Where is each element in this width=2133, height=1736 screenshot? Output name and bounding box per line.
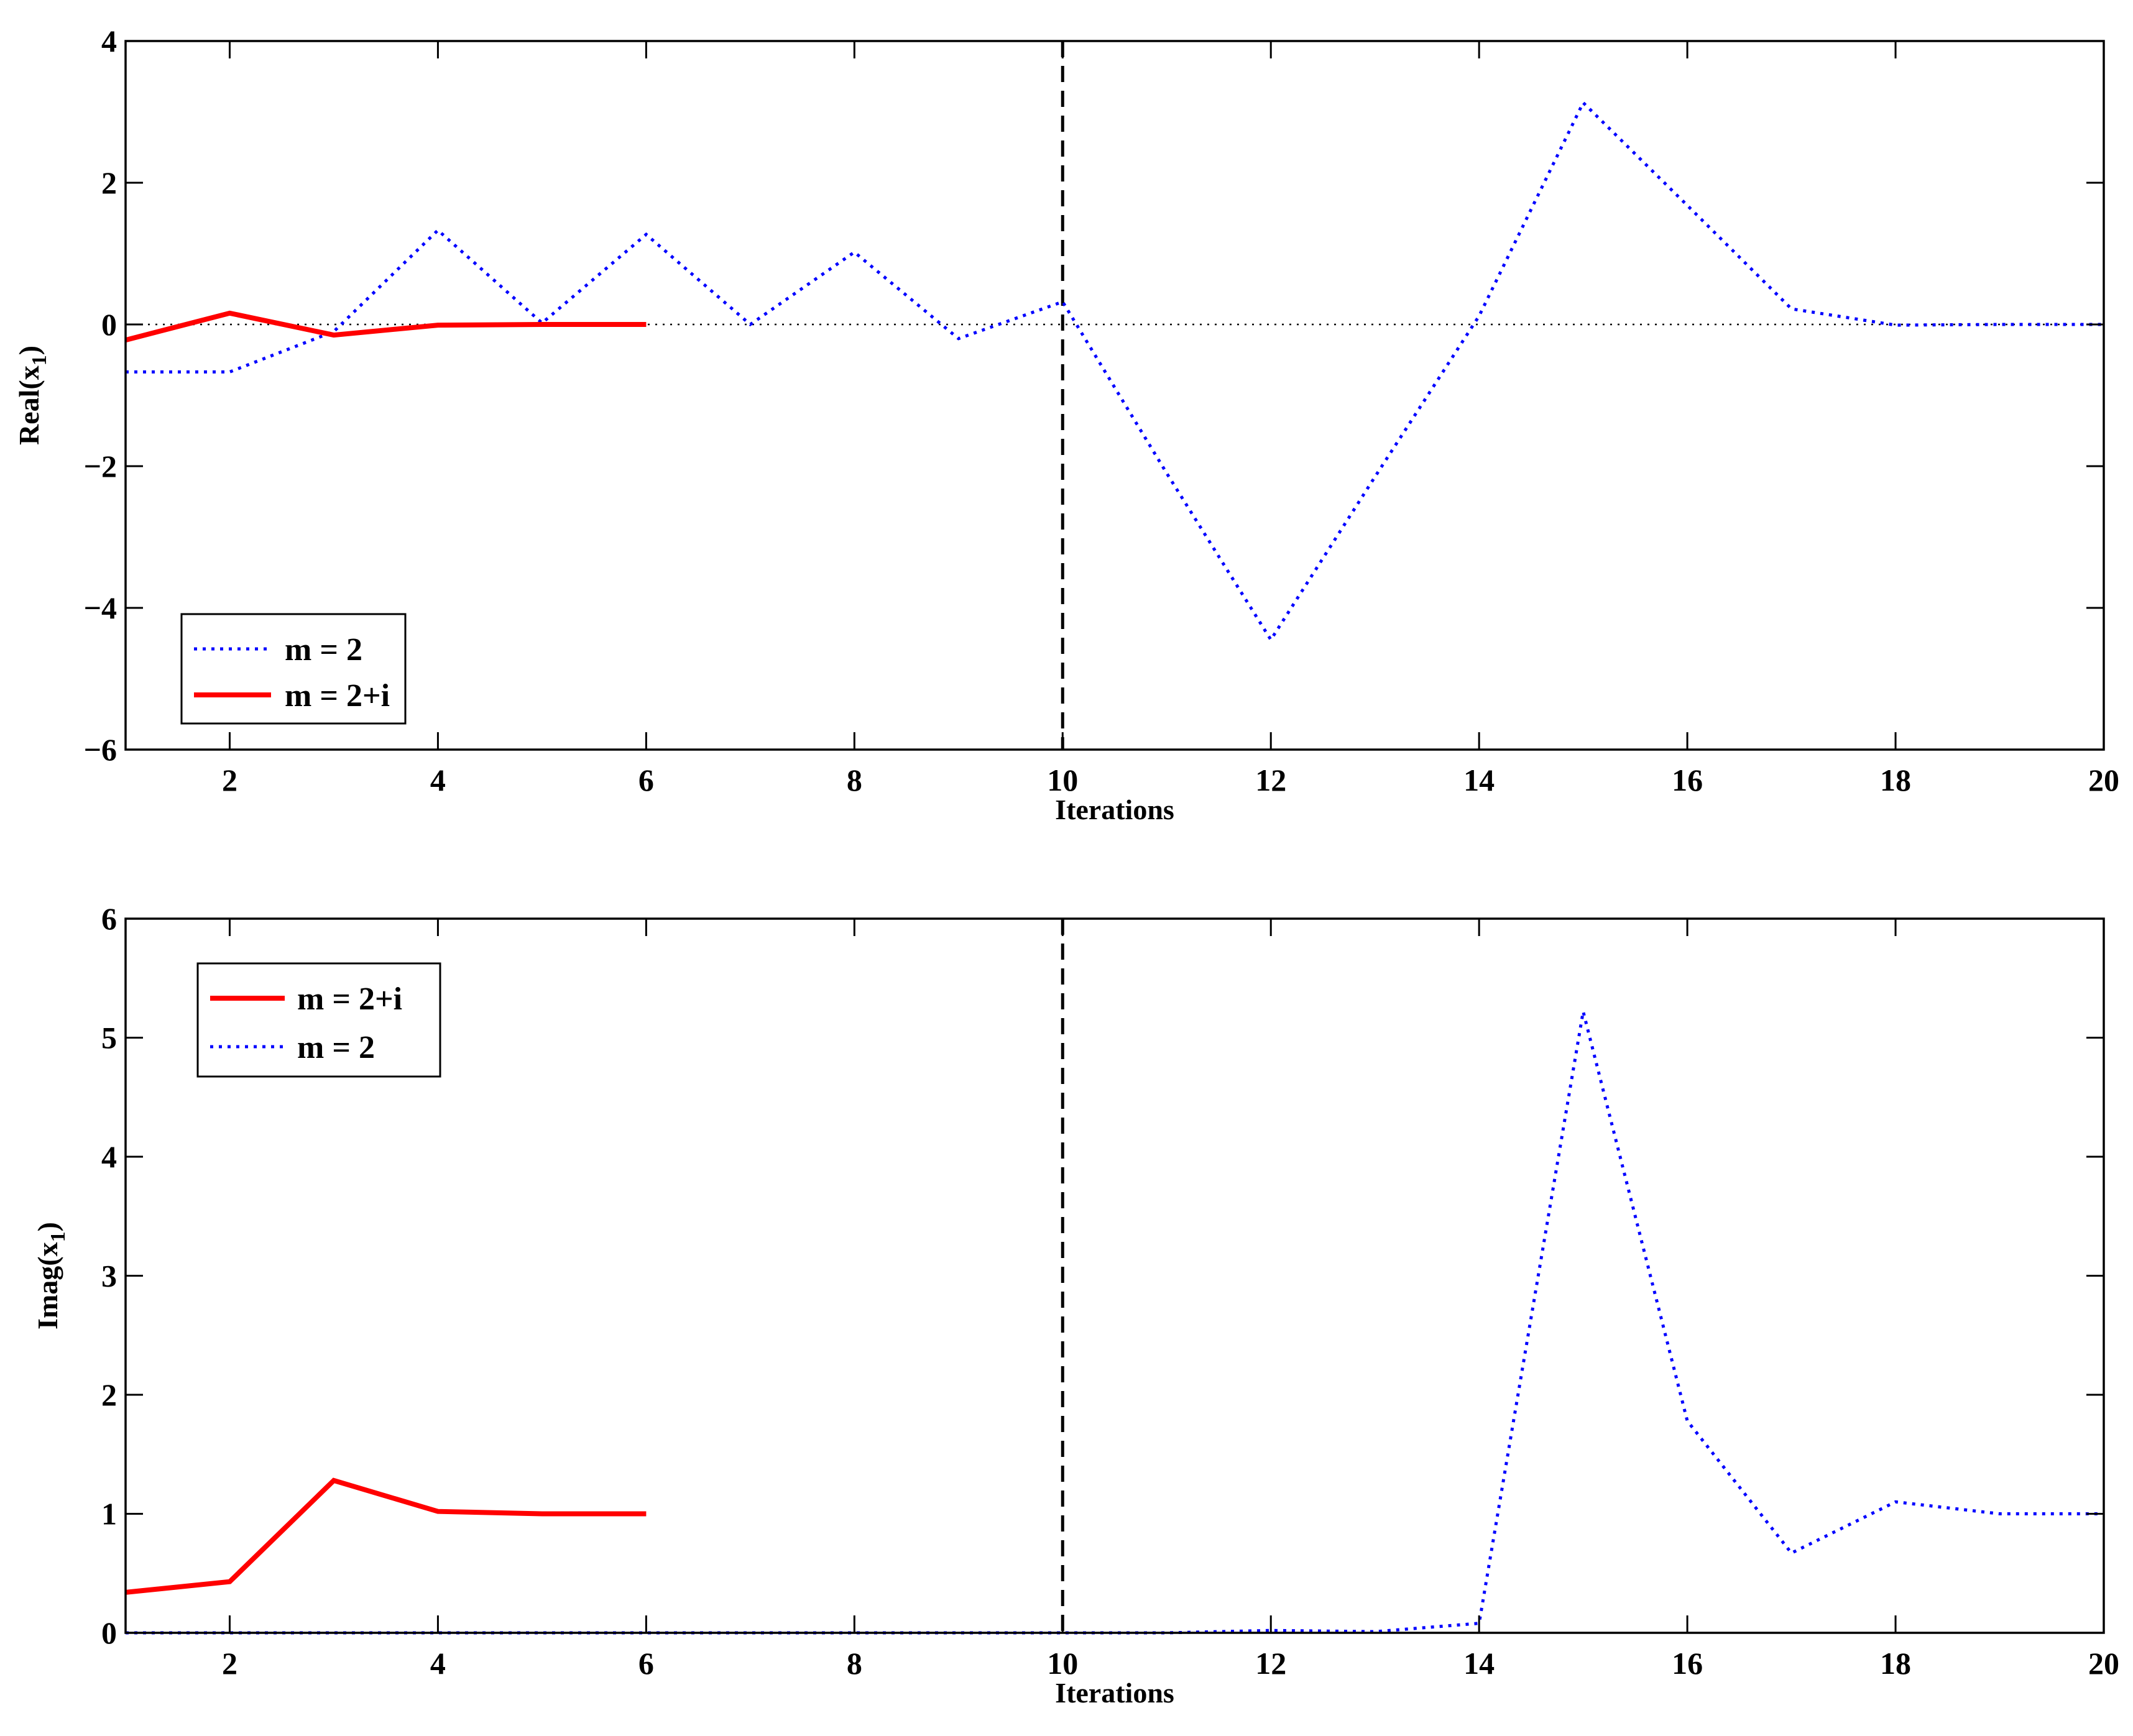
x-tick-label: 16 bbox=[1672, 1646, 1703, 1681]
x-tick-label: 18 bbox=[1880, 1646, 1911, 1681]
x-tick-label: 18 bbox=[1880, 763, 1911, 797]
legend-box bbox=[196, 962, 441, 1078]
series-line-m-2 bbox=[126, 99, 2104, 643]
legend-label: m = 2+i bbox=[297, 981, 402, 1017]
legend-box bbox=[180, 613, 407, 725]
chart-1: 2 4 6 8 10 12 14 16 18 20 −6 −4 −2 0 2 4 Iterations Real(… bbox=[13, 24, 2119, 825]
y-tick-label: 4 bbox=[101, 1139, 117, 1174]
y-tick-label: 0 bbox=[101, 307, 117, 342]
x-tick-label: 6 bbox=[638, 763, 654, 797]
y-tick-label: −4 bbox=[84, 590, 117, 625]
legend: m = 2 m = 2+i bbox=[180, 613, 407, 725]
y-tick-label: 4 bbox=[101, 24, 117, 58]
axes-frame bbox=[124, 40, 2105, 751]
plot-area bbox=[126, 41, 2104, 750]
x-axis-label: Iterations bbox=[1055, 794, 1174, 825]
legend-label: m = 2 bbox=[285, 632, 362, 668]
legend-label: m = 2+i bbox=[285, 678, 390, 714]
series-line-m-2-i bbox=[124, 310, 647, 342]
x-tick-label: 10 bbox=[1047, 763, 1078, 797]
x-tick-label: 4 bbox=[430, 763, 446, 797]
y-tick-label: 1 bbox=[101, 1497, 117, 1532]
y-tick-label: 5 bbox=[101, 1021, 117, 1055]
legend-label: m = 2 bbox=[297, 1030, 375, 1065]
legend: m = 2+i m = 2 bbox=[196, 962, 441, 1078]
y-axis-label: Real(x1) bbox=[13, 346, 51, 445]
y-tick-label: 2 bbox=[101, 165, 117, 200]
y-tick-label: −2 bbox=[84, 449, 117, 484]
y-tick-label: 2 bbox=[101, 1377, 117, 1412]
y-axis-label: Imag(x1) bbox=[32, 1222, 70, 1330]
x-tick-label: 16 bbox=[1672, 763, 1703, 797]
x-tick-label: 12 bbox=[1255, 1646, 1286, 1681]
x-tick-label: 14 bbox=[1463, 1646, 1495, 1681]
series-line-m-2-i bbox=[125, 1477, 647, 1595]
x-tick-label: 20 bbox=[2088, 1646, 2119, 1681]
chart-2: 2 4 6 8 10 12 14 16 18 200123456IterationsImag(x1… bbox=[32, 901, 2119, 1709]
x-tick-label: 4 bbox=[430, 1646, 446, 1681]
x-tick-label: 10 bbox=[1047, 1646, 1078, 1681]
x-tick-label: 2 bbox=[222, 763, 237, 797]
x-tick-label: 6 bbox=[638, 1646, 654, 1681]
x-tick-label: 2 bbox=[222, 1646, 237, 1681]
y-tick-label: 3 bbox=[101, 1259, 117, 1293]
y-tick-label: 0 bbox=[101, 1615, 117, 1650]
x-tick-label: 20 bbox=[2088, 763, 2119, 797]
x-axis-label: Iterations bbox=[1055, 1677, 1174, 1709]
x-tick-label: 8 bbox=[847, 763, 862, 797]
x-tick-label: 8 bbox=[847, 1646, 862, 1681]
x-tick-label: 12 bbox=[1255, 763, 1286, 797]
y-tick-label: 6 bbox=[101, 901, 117, 936]
y-tick-label: −6 bbox=[84, 732, 117, 767]
x-tick-label: 14 bbox=[1463, 763, 1495, 797]
